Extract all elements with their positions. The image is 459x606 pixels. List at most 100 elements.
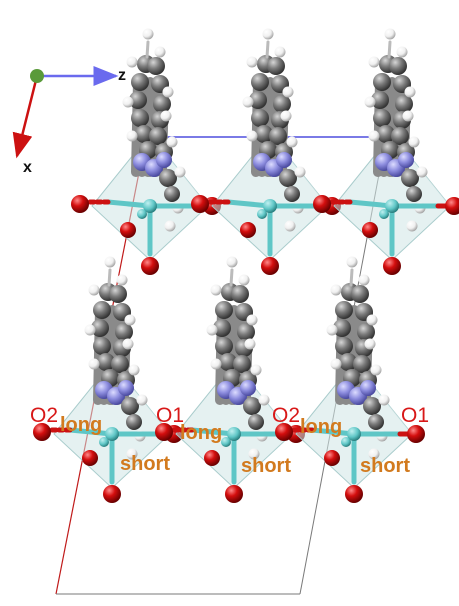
carbon-atom [333, 319, 351, 337]
carbon-atom [219, 353, 237, 371]
hydrogen-atom [364, 96, 376, 108]
hydrogen-atom [282, 86, 294, 98]
carbon-atom [231, 285, 249, 303]
hydrogen-atom [246, 56, 258, 68]
hydrogen-atom [358, 274, 370, 286]
bond [265, 40, 270, 59]
carbon-atom [251, 73, 269, 91]
carbon-atom [273, 95, 291, 113]
carbon-atom [129, 91, 147, 109]
hydrogen-atom [286, 136, 298, 148]
hydrogen-atom [330, 284, 342, 296]
hydrogen-atom [142, 28, 154, 40]
carbon-atom [279, 169, 297, 187]
hydrogen-atom [88, 284, 100, 296]
carbon-atom [284, 186, 300, 202]
oxygen-atom [261, 257, 279, 275]
carbon-atom [243, 397, 261, 415]
metal-complex-unit [313, 28, 459, 275]
oxygen-atom [204, 450, 220, 466]
bond [107, 268, 112, 287]
hydrogen-atom [396, 46, 408, 58]
nitrogen-atom [118, 380, 134, 396]
label-long-right: long [300, 416, 342, 438]
metal-atom [227, 427, 241, 441]
bond [347, 199, 395, 209]
hydrogen-atom [84, 324, 96, 336]
carbon-atom [401, 169, 419, 187]
hydrogen-atom [404, 86, 416, 98]
hydrogen-atom [174, 166, 186, 178]
oxygen-atom [155, 423, 173, 441]
hydrogen-atom [408, 136, 420, 148]
metal-atom [105, 427, 119, 441]
oxygen-atom [313, 195, 331, 213]
x-axis-arrow [12, 75, 39, 159]
hydrogen-atom [368, 448, 380, 460]
hydrogen-atom [210, 358, 222, 370]
carbon-atom [363, 397, 381, 415]
label-long-center: long [180, 422, 222, 444]
metal-atom [385, 199, 399, 213]
carbon-atom [126, 414, 142, 430]
hydrogen-atom [366, 314, 378, 326]
carbon-atom [149, 127, 167, 145]
bond [145, 40, 150, 59]
label-short-center: short [241, 455, 291, 477]
hydrogen-atom [368, 130, 380, 142]
carbon-atom [115, 323, 133, 341]
metal-atom [257, 209, 267, 219]
hydrogen-atom [258, 394, 270, 406]
annotations: O2 long O1 long short O2 long short O1 s… [30, 404, 429, 477]
carbon-atom [395, 95, 413, 113]
carbon-atom [159, 169, 177, 187]
nitrogen-atom [398, 152, 414, 168]
metal-atom [379, 209, 389, 219]
hydrogen-atom [378, 394, 390, 406]
hydrogen-atom [126, 130, 138, 142]
hydrogen-atom [210, 284, 222, 296]
hydrogen-atom [364, 338, 376, 350]
oxygen-atom [345, 485, 363, 503]
hydrogen-atom [244, 338, 256, 350]
hydrogen-atom [248, 448, 260, 460]
carbon-atom [153, 95, 171, 113]
oxygen-atom [275, 423, 293, 441]
oxygen-atom [324, 450, 340, 466]
carbon-atom [164, 186, 180, 202]
carbon-atom [389, 57, 407, 75]
oxygen-atom [71, 195, 89, 213]
nitrogen-atom [156, 152, 172, 168]
carbon-atom [135, 125, 153, 143]
hydrogen-atom [246, 314, 258, 326]
carbon-atom [147, 57, 165, 75]
carbon-atom [353, 355, 371, 373]
carbon-atom [335, 301, 353, 319]
carbon-atom [249, 91, 267, 109]
carbon-atom [406, 186, 422, 202]
hydrogen-atom [128, 364, 140, 376]
oxygen-atom [383, 257, 401, 275]
carbon-atom [91, 319, 109, 337]
carbon-atom [237, 323, 255, 341]
metal-complex-unit [71, 28, 221, 275]
carbon-atom [97, 353, 115, 371]
hydrogen-atom [88, 358, 100, 370]
bond [105, 199, 153, 209]
hydrogen-atom [402, 110, 414, 122]
hydrogen-atom [164, 220, 176, 232]
oxygen-atom [191, 195, 209, 213]
label-o1-right: O1 [401, 404, 429, 427]
hydrogen-atom [262, 28, 274, 40]
nitrogen-atom [360, 380, 376, 396]
bond [229, 268, 234, 287]
label-o2-center: O2 [272, 404, 300, 427]
carbon-atom [267, 57, 285, 75]
hydrogen-atom [136, 394, 148, 406]
bond [189, 427, 237, 437]
hydrogen-atom [226, 256, 238, 268]
metal-atom [341, 437, 351, 447]
carbon-atom [215, 337, 233, 355]
bond [349, 268, 354, 287]
hydrogen-atom [346, 256, 358, 268]
